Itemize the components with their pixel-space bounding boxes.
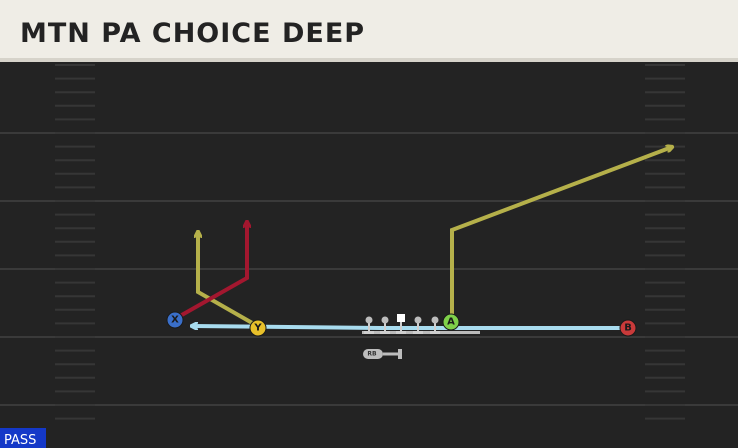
play-type-badge	[0, 428, 46, 448]
player-y	[249, 319, 267, 337]
offensive-line	[364, 314, 440, 334]
center	[397, 314, 405, 322]
lineman	[414, 316, 422, 324]
rb-icon	[363, 349, 383, 359]
player-b	[619, 319, 637, 337]
route-y	[198, 232, 255, 326]
player-x	[166, 311, 184, 329]
lineman-base	[413, 331, 423, 334]
lineman-base	[364, 331, 374, 334]
player-label: Y	[253, 323, 262, 334]
route-a	[450, 147, 672, 318]
play-title: MTN PA CHOICE DEEP	[20, 18, 365, 49]
player-label: X	[171, 315, 179, 326]
route-x	[179, 222, 247, 318]
lineman	[431, 316, 439, 324]
play-type: PASS	[4, 433, 36, 448]
yard-lines	[0, 64, 738, 420]
lineman	[381, 316, 389, 324]
lineman-base	[380, 331, 390, 334]
lineman-base	[396, 331, 406, 334]
header-bar	[0, 0, 738, 60]
player-a	[442, 313, 460, 331]
header-shadow	[0, 58, 738, 62]
player-label: B	[624, 323, 632, 334]
rb-block	[398, 349, 402, 359]
player-label: RB	[367, 351, 377, 358]
player-label: A	[447, 317, 455, 328]
lineman	[365, 316, 373, 324]
lineman-base	[430, 331, 440, 334]
